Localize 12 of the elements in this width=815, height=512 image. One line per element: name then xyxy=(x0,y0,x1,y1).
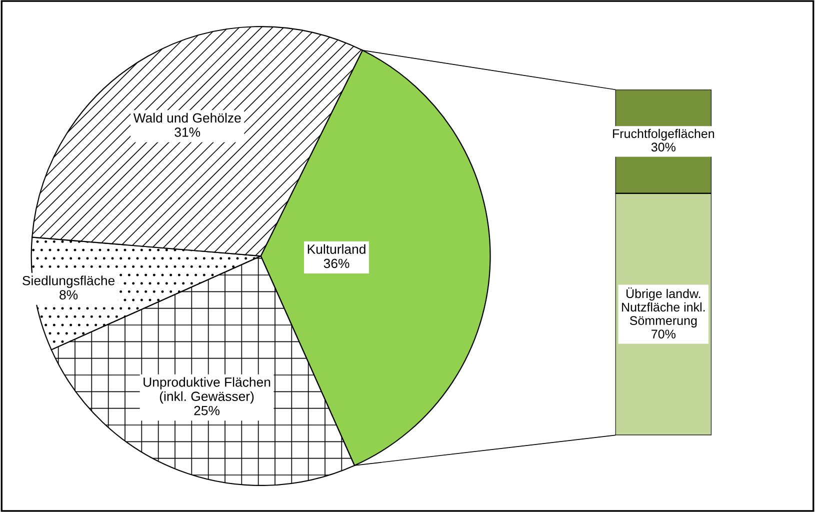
slice-label: Unproduktive Flächen (inkl. Gewässer) xyxy=(144,377,270,404)
series-label: Fruchtfolgeflächen xyxy=(613,128,714,141)
data-label: 36% xyxy=(324,258,350,268)
data-label: 31% xyxy=(174,127,200,137)
series-label: Übrige landw. Nutzfläche inkl. Sömmerung xyxy=(622,288,705,328)
slice-label: Wald und Gehölze xyxy=(133,112,241,123)
data-label: 30% xyxy=(651,142,676,152)
slice-label: Siedlungsfläche xyxy=(22,276,115,288)
data-label: 8% xyxy=(60,290,78,300)
data-label: 70% xyxy=(652,330,676,338)
slice-label: Kulturland xyxy=(308,244,366,254)
data-label: 25% xyxy=(194,406,220,416)
